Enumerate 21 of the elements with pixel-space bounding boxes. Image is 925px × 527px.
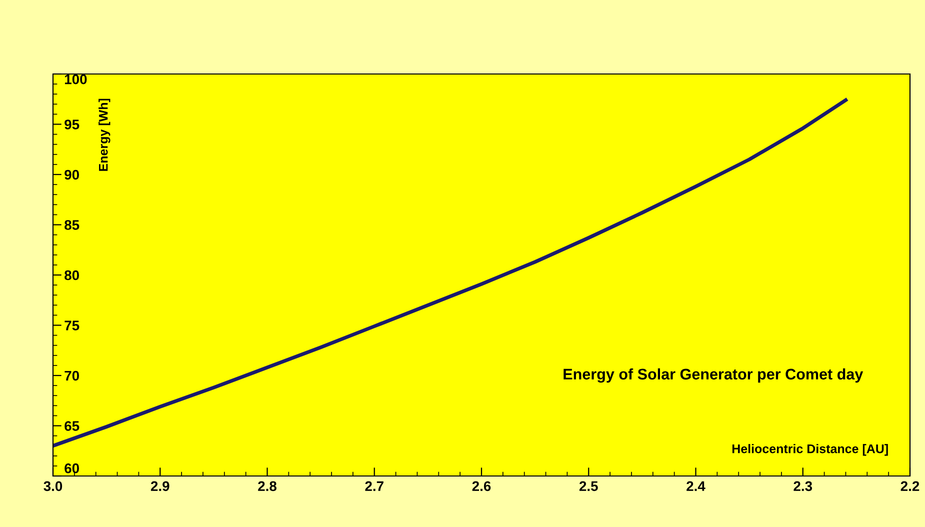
y-tick-label: 90 [64, 170, 79, 180]
y-tick-label: 95 [64, 120, 80, 130]
y-tick-label: 100 [64, 74, 87, 84]
x-tick-label: 2.8 [258, 481, 276, 492]
x-tick-label: 2.5 [579, 481, 598, 492]
x-tick-label: 2.9 [150, 481, 170, 492]
y-tick-label: 60 [64, 463, 79, 474]
x-tick-label: 2.3 [794, 481, 812, 492]
y-tick-label: 75 [64, 320, 80, 330]
y-tick-label: 85 [64, 220, 80, 230]
y-tick-label: 80 [64, 270, 79, 280]
x-tick-label: 3.0 [44, 481, 62, 492]
x-tick-label: 2.6 [472, 481, 491, 492]
x-tick-label: 2.2 [900, 481, 920, 491]
x-axis-title: Heliocentric Distance [AU] [732, 444, 888, 456]
x-tick-label: 2.4 [686, 481, 706, 491]
y-tick-label: 65 [64, 421, 80, 431]
y-tick-label: 70 [64, 370, 79, 381]
y-axis-title: Energy [Wh] [98, 98, 110, 171]
text: Energy of Solar Generator per Comet day [564, 368, 864, 383]
x-tick-label: 2.7 [365, 481, 384, 491]
